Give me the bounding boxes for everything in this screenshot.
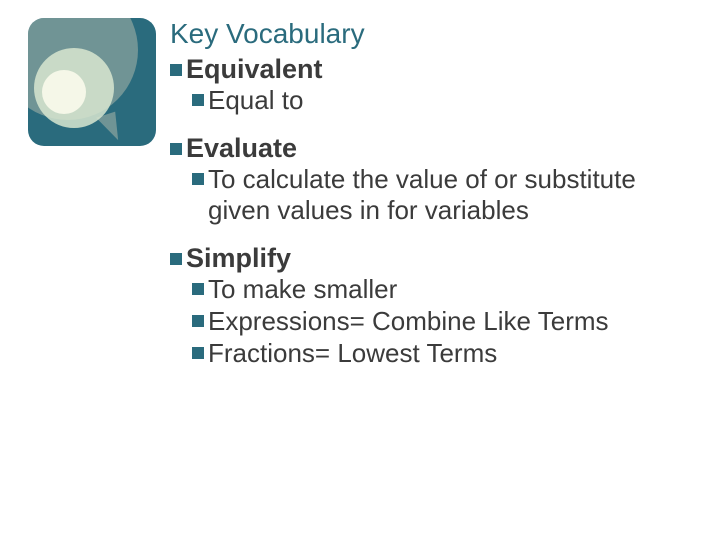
bullet-icon <box>170 253 182 265</box>
term-line: Equivalent <box>170 54 690 85</box>
vocab-block: EquivalentEqual to <box>170 54 690 117</box>
definition-line: Fractions= Lowest Terms <box>192 338 690 370</box>
page-title: Key Vocabulary <box>170 18 690 50</box>
vocab-block: SimplifyTo make smallerExpressions= Comb… <box>170 243 690 369</box>
bullet-icon <box>192 173 204 185</box>
content-area: Key Vocabulary EquivalentEqual to Evaluat… <box>170 18 690 385</box>
bullet-icon <box>170 143 182 155</box>
bullet-icon <box>192 283 204 295</box>
definition-line: To make smaller <box>192 274 690 306</box>
term-text: Simplify <box>186 243 291 274</box>
definition-line: Equal to <box>192 85 690 117</box>
thought-bubble-icon <box>28 18 156 146</box>
bullet-icon <box>170 64 182 76</box>
definition-text: Equal to <box>208 85 303 117</box>
term-text: Evaluate <box>186 133 297 164</box>
definition-text: To make smaller <box>208 274 397 306</box>
definition-text: Expressions= Combine Like Terms <box>208 306 609 338</box>
bullet-icon <box>192 315 204 327</box>
definition-line: Expressions= Combine Like Terms <box>192 306 690 338</box>
definition-line: To calculate the value of or substitute … <box>192 164 690 227</box>
term-line: Simplify <box>170 243 690 274</box>
term-line: Evaluate <box>170 133 690 164</box>
definition-text: Fractions= Lowest Terms <box>208 338 497 370</box>
bullet-icon <box>192 94 204 106</box>
vocab-block: EvaluateTo calculate the value of or sub… <box>170 133 690 227</box>
bullet-icon <box>192 347 204 359</box>
definition-text: To calculate the value of or substitute … <box>208 164 690 227</box>
term-text: Equivalent <box>186 54 323 85</box>
